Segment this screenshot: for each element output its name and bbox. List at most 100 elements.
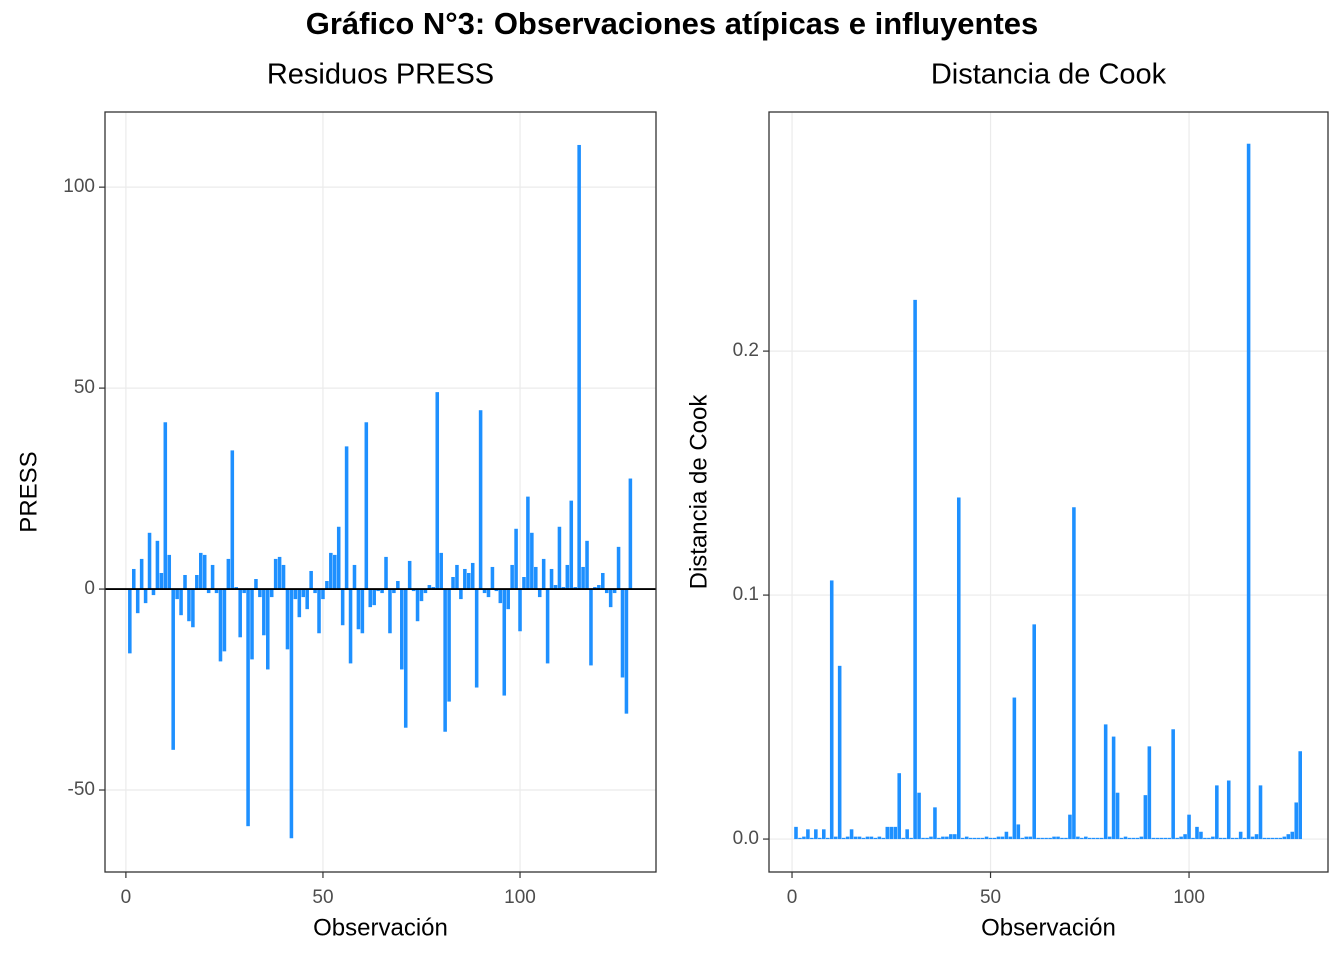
y-axis-title: Distancia de Cook <box>685 394 712 590</box>
bar <box>195 574 199 590</box>
bar <box>1020 837 1025 840</box>
bar <box>557 526 562 590</box>
bar <box>569 500 574 590</box>
bar <box>794 826 798 840</box>
bar <box>822 829 826 840</box>
panel-border <box>768 111 1329 873</box>
bar <box>313 589 317 594</box>
bar <box>1207 837 1211 840</box>
bar <box>128 589 132 654</box>
bar <box>230 450 235 590</box>
bar <box>317 589 321 634</box>
bar <box>537 589 542 598</box>
bar <box>143 589 148 604</box>
bar <box>530 532 534 590</box>
bar <box>494 589 499 592</box>
bar <box>818 837 822 840</box>
bar <box>893 826 898 840</box>
bar <box>514 528 518 590</box>
bar <box>202 554 207 590</box>
bar <box>534 566 538 590</box>
bar <box>238 589 242 638</box>
bar <box>1262 837 1267 840</box>
bar <box>972 837 977 840</box>
bar <box>344 446 349 590</box>
bar <box>1290 831 1295 840</box>
bar <box>187 589 191 622</box>
bar <box>849 829 854 840</box>
bar <box>881 837 886 840</box>
bar <box>545 589 550 664</box>
bar <box>1226 780 1231 840</box>
bar <box>167 554 172 590</box>
bar <box>1234 837 1239 840</box>
bar <box>1147 746 1152 840</box>
bar <box>1135 837 1140 840</box>
bar <box>1032 624 1036 840</box>
bar <box>1215 785 1219 840</box>
bar <box>400 589 404 670</box>
bar <box>482 589 487 594</box>
bar <box>956 497 961 840</box>
bar <box>423 589 428 594</box>
bar <box>242 589 246 594</box>
bar <box>372 589 376 606</box>
bar <box>837 665 842 840</box>
bar <box>581 566 585 590</box>
bar <box>1278 837 1283 840</box>
bar <box>992 837 997 840</box>
bar <box>1187 814 1191 840</box>
bar <box>593 587 597 590</box>
bar <box>905 829 909 840</box>
bar <box>960 837 965 840</box>
bar <box>968 837 973 840</box>
bar <box>285 589 290 650</box>
bar <box>478 410 483 590</box>
bar <box>199 552 203 590</box>
bar <box>1004 831 1009 840</box>
bar <box>825 837 830 840</box>
bar <box>1238 831 1243 840</box>
bar <box>1084 836 1088 840</box>
bar <box>941 836 945 840</box>
bar <box>1048 837 1052 840</box>
bar <box>949 834 953 840</box>
bar <box>498 589 503 604</box>
bar <box>1008 836 1013 840</box>
bar <box>415 589 420 622</box>
bar <box>403 589 408 728</box>
bar <box>455 564 459 590</box>
bar <box>526 496 530 590</box>
bar <box>1068 814 1072 840</box>
bar <box>1056 836 1060 840</box>
bar <box>222 589 227 652</box>
bar <box>585 540 589 590</box>
bar <box>1274 837 1279 840</box>
bar <box>486 589 491 598</box>
bar <box>877 836 882 840</box>
bar <box>873 837 878 840</box>
bar <box>388 589 392 634</box>
bar <box>1099 837 1104 840</box>
bar <box>1175 837 1179 840</box>
bar <box>368 589 373 608</box>
x-tick-label: 100 <box>504 887 536 908</box>
bar <box>1246 143 1251 840</box>
bar <box>392 589 396 594</box>
bar <box>1183 834 1187 840</box>
bar <box>921 837 925 840</box>
bar <box>565 564 570 590</box>
bar <box>601 572 605 590</box>
bar <box>889 826 894 840</box>
bar <box>549 568 554 590</box>
bar <box>1064 837 1068 840</box>
bar <box>443 589 447 732</box>
bar <box>171 589 175 750</box>
bar <box>869 836 874 840</box>
y-tick-label: 0 <box>84 578 95 599</box>
bar <box>411 589 416 592</box>
bar <box>577 144 581 590</box>
bar <box>309 570 313 590</box>
bar <box>1163 837 1168 840</box>
